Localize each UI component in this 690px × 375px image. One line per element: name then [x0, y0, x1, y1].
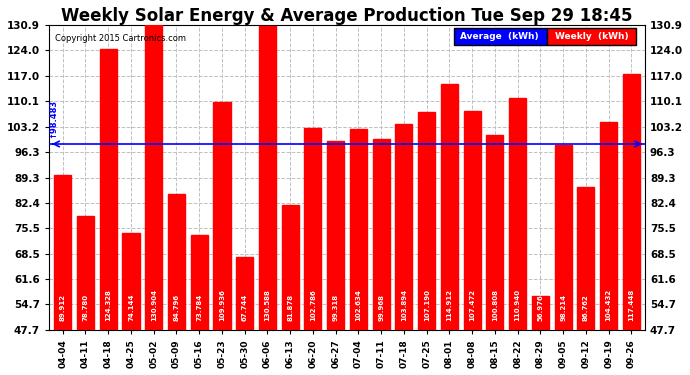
Bar [55, 176, 71, 330]
Bar [350, 129, 367, 330]
Text: ↑98.483: ↑98.483 [48, 99, 58, 138]
Bar [190, 234, 208, 330]
Title: Weekly Solar Energy & Average Production Tue Sep 29 18:45: Weekly Solar Energy & Average Production… [61, 7, 633, 25]
Bar [623, 74, 640, 330]
Bar [464, 111, 481, 330]
Bar [532, 296, 549, 330]
Text: Average  (kWh): Average (kWh) [460, 32, 538, 41]
Bar [122, 233, 139, 330]
Text: 110.940: 110.940 [515, 289, 521, 321]
Bar [282, 205, 299, 330]
Bar [304, 128, 322, 330]
Bar [441, 84, 458, 330]
Text: 107.472: 107.472 [469, 289, 475, 321]
Text: 107.190: 107.190 [424, 289, 430, 321]
Text: 89.912: 89.912 [60, 294, 66, 321]
Text: 104.432: 104.432 [606, 289, 611, 321]
Bar [213, 102, 230, 330]
Text: 117.448: 117.448 [629, 289, 634, 321]
Text: 124.328: 124.328 [106, 289, 111, 321]
Text: 67.744: 67.744 [241, 294, 248, 321]
Text: 74.144: 74.144 [128, 294, 134, 321]
Bar [236, 256, 253, 330]
Bar [100, 49, 117, 330]
Bar [486, 135, 504, 330]
Bar [77, 216, 94, 330]
Text: 73.784: 73.784 [196, 294, 202, 321]
Bar [373, 138, 390, 330]
Bar [578, 187, 595, 330]
FancyBboxPatch shape [454, 28, 546, 45]
Text: 99.318: 99.318 [333, 294, 339, 321]
Bar [555, 145, 572, 330]
Bar [327, 141, 344, 330]
Bar [395, 124, 413, 330]
Bar [600, 122, 617, 330]
Text: 109.936: 109.936 [219, 289, 225, 321]
Bar [168, 194, 185, 330]
Text: 84.796: 84.796 [173, 294, 179, 321]
Text: Weekly  (kWh): Weekly (kWh) [555, 32, 628, 41]
Bar [418, 112, 435, 330]
Text: 98.214: 98.214 [560, 294, 566, 321]
Text: 81.878: 81.878 [287, 294, 293, 321]
Text: 102.634: 102.634 [355, 289, 362, 321]
Bar [145, 25, 162, 330]
Text: 114.912: 114.912 [446, 289, 453, 321]
Text: 130.904: 130.904 [150, 289, 157, 321]
Text: 99.968: 99.968 [378, 294, 384, 321]
Text: 130.588: 130.588 [264, 289, 270, 321]
FancyBboxPatch shape [546, 28, 636, 45]
Text: 103.894: 103.894 [401, 289, 407, 321]
Text: 86.762: 86.762 [583, 294, 589, 321]
Bar [509, 98, 526, 330]
Text: 102.786: 102.786 [310, 289, 316, 321]
Text: 56.976: 56.976 [538, 294, 544, 321]
Text: Copyright 2015 Cartronics.com: Copyright 2015 Cartronics.com [55, 34, 186, 43]
Bar [259, 26, 276, 330]
Text: 78.780: 78.780 [83, 294, 88, 321]
Text: 100.808: 100.808 [492, 289, 498, 321]
